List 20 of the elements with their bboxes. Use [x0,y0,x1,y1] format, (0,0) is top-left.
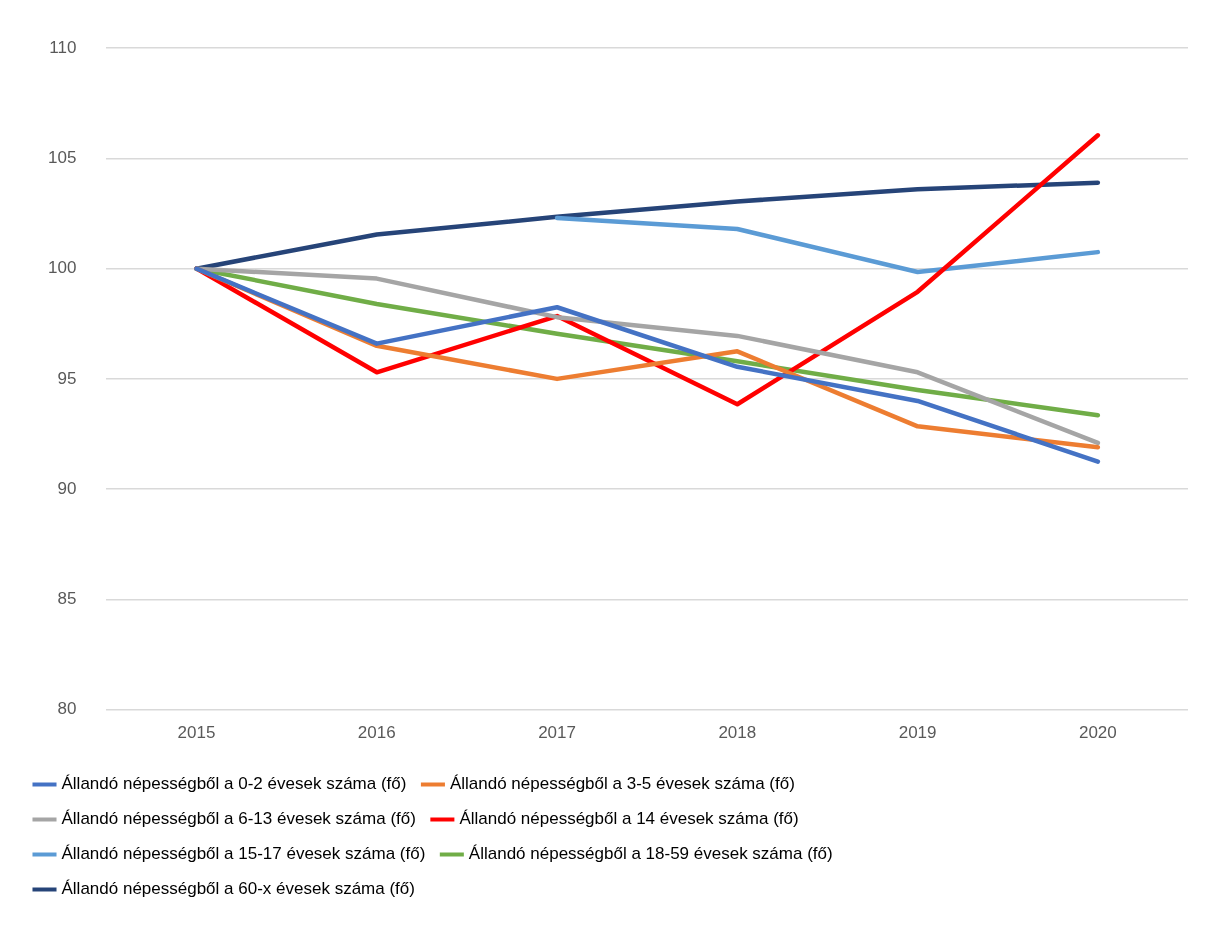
legend-label: Állandó népességből a 14 évesek száma (fő) [459,809,799,829]
y-tick-label: 100 [47,258,77,278]
x-tick-label: 2015 [177,723,216,743]
y-tick-label: 80 [57,699,77,719]
x-tick-label: 2017 [538,723,576,743]
x-tick-label: 2020 [1078,723,1117,743]
legend-label: Állandó népességből a 18-59 évesek száma (fő) [468,844,833,864]
legend-label: Állandó népességből a 60-x évesek száma (fő) [61,879,415,899]
legend-label: Állandó népességből a 3-5 évesek száma (fő) [449,774,795,794]
y-tick-label: 90 [57,478,77,498]
y-tick-label: 105 [47,148,77,168]
legend-label: Állandó népességből a 0-2 évesek száma (fő) [61,774,407,794]
y-tick-label: 85 [57,589,77,609]
x-tick-label: 2018 [718,723,757,743]
legend-label: Állandó népességből a 6-13 évesek száma (fő) [61,809,416,829]
legend-label: Állandó népességből a 15-17 évesek száma (fő) [61,844,426,864]
x-tick-label: 2016 [357,723,396,743]
y-tick-label: 110 [49,37,77,57]
y-tick-label: 95 [57,368,77,388]
x-tick-label: 2019 [898,723,937,743]
